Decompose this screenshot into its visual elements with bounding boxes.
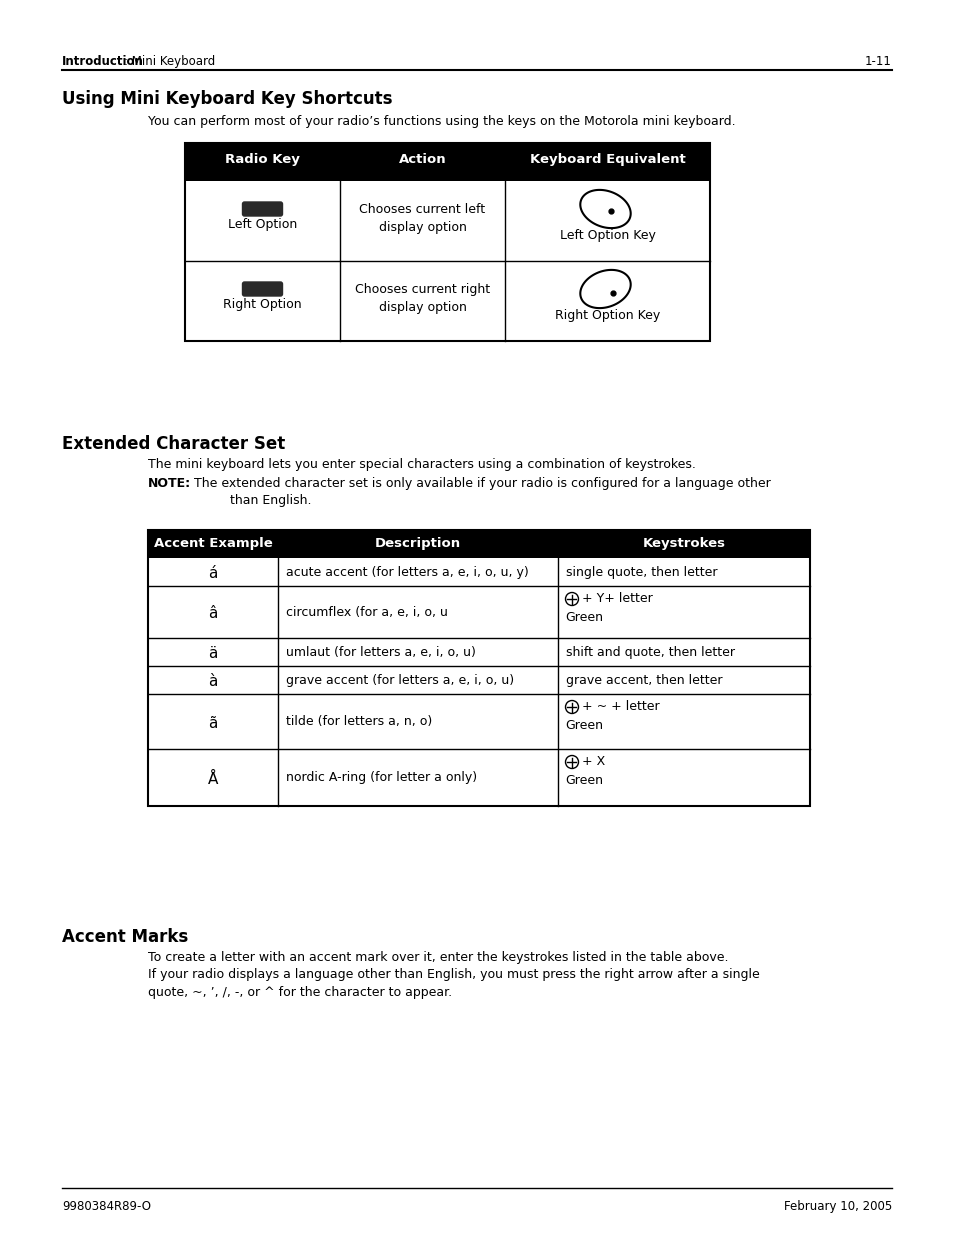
Polygon shape xyxy=(579,190,630,228)
FancyBboxPatch shape xyxy=(242,203,282,216)
Text: Left Option Key: Left Option Key xyxy=(559,228,655,242)
Text: â: â xyxy=(208,606,217,621)
Ellipse shape xyxy=(565,756,578,768)
Text: Chooses current right
display option: Chooses current right display option xyxy=(355,283,490,314)
Polygon shape xyxy=(579,270,630,308)
Bar xyxy=(148,530,809,558)
Text: Green: Green xyxy=(564,774,602,787)
Text: Left Option: Left Option xyxy=(228,219,296,231)
Text: + X: + X xyxy=(581,755,604,768)
Text: Right Option Key: Right Option Key xyxy=(555,309,659,322)
Text: You can perform most of your radio’s functions using the keys on the Motorola mi: You can perform most of your radio’s fun… xyxy=(148,115,735,128)
Ellipse shape xyxy=(565,593,578,605)
Text: ã: ã xyxy=(208,715,217,730)
Text: Accent Example: Accent Example xyxy=(153,537,273,550)
Text: 1-11: 1-11 xyxy=(864,56,891,68)
Text: Keystrokes: Keystrokes xyxy=(641,537,724,550)
Bar xyxy=(148,530,809,806)
Text: Green: Green xyxy=(564,611,602,624)
Text: Chooses current left
display option: Chooses current left display option xyxy=(359,203,485,233)
Text: Keyboard Equivalent: Keyboard Equivalent xyxy=(529,153,684,165)
Text: shift and quote, then letter: shift and quote, then letter xyxy=(565,646,734,659)
Text: acute accent (for letters a, e, i, o, u, y): acute accent (for letters a, e, i, o, u,… xyxy=(286,566,528,579)
Text: nordic A-ring (for letter a only): nordic A-ring (for letter a only) xyxy=(286,772,476,784)
Text: If your radio displays a language other than English, you must press the right a: If your radio displays a language other … xyxy=(148,968,759,999)
Text: The extended character set is only available if your radio is configured for a l: The extended character set is only avail… xyxy=(186,477,770,508)
Text: Action: Action xyxy=(398,153,446,165)
Text: Using Mini Keyboard Key Shortcuts: Using Mini Keyboard Key Shortcuts xyxy=(62,90,392,107)
Bar xyxy=(185,143,709,341)
Text: The mini keyboard lets you enter special characters using a combination of keyst: The mini keyboard lets you enter special… xyxy=(148,458,695,471)
Text: Accent Marks: Accent Marks xyxy=(62,927,188,946)
Text: : Mini Keyboard: : Mini Keyboard xyxy=(124,56,215,68)
FancyBboxPatch shape xyxy=(242,282,282,296)
Text: February 10, 2005: February 10, 2005 xyxy=(783,1200,891,1213)
Bar xyxy=(185,143,709,182)
Text: grave accent (for letters a, e, i, o, u): grave accent (for letters a, e, i, o, u) xyxy=(286,674,514,687)
Text: Right Option: Right Option xyxy=(223,298,301,311)
Text: tilde (for letters a, n, o): tilde (for letters a, n, o) xyxy=(286,715,432,729)
Text: á: á xyxy=(208,566,217,580)
Text: + ~ + letter: + ~ + letter xyxy=(581,700,659,713)
Text: à: à xyxy=(208,674,217,689)
Text: circumflex (for a, e, i, o, u: circumflex (for a, e, i, o, u xyxy=(286,606,447,619)
Ellipse shape xyxy=(565,700,578,714)
Text: + Y+ letter: + Y+ letter xyxy=(581,592,652,605)
Text: umlaut (for letters a, e, i, o, u): umlaut (for letters a, e, i, o, u) xyxy=(286,646,476,659)
Text: Radio Key: Radio Key xyxy=(225,153,299,165)
Text: Introduction: Introduction xyxy=(62,56,144,68)
Text: grave accent, then letter: grave accent, then letter xyxy=(565,674,721,687)
Text: Green: Green xyxy=(564,719,602,732)
Text: 9980384R89-O: 9980384R89-O xyxy=(62,1200,151,1213)
Text: NOTE:: NOTE: xyxy=(148,477,191,490)
Text: Å: Å xyxy=(208,772,218,787)
Text: ä: ä xyxy=(208,646,217,661)
Text: To create a letter with an accent mark over it, enter the keystrokes listed in t: To create a letter with an accent mark o… xyxy=(148,951,728,965)
Text: single quote, then letter: single quote, then letter xyxy=(565,566,717,579)
Text: Description: Description xyxy=(375,537,460,550)
Text: Extended Character Set: Extended Character Set xyxy=(62,435,285,453)
